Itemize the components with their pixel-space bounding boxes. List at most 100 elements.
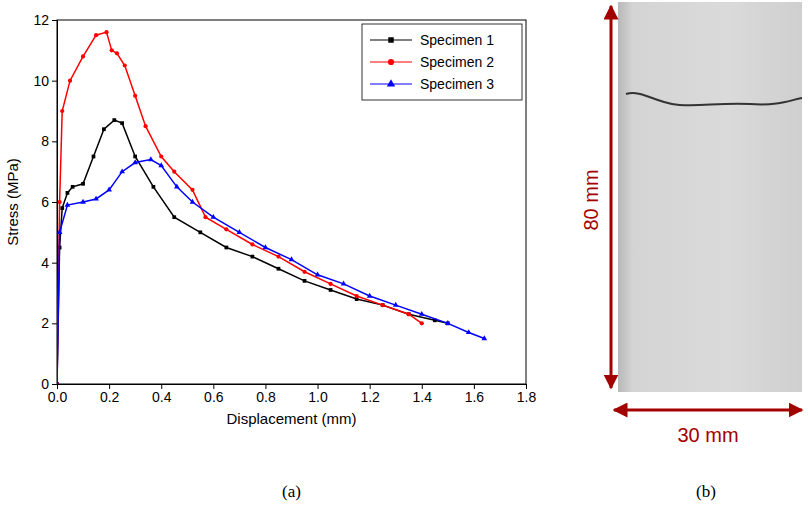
series-marker — [93, 196, 99, 201]
plot-frame — [57, 20, 526, 384]
series-marker — [250, 242, 254, 246]
y-tick-label: 0 — [41, 376, 49, 392]
x-tick: 1.4 — [413, 384, 433, 405]
series-marker — [106, 187, 112, 192]
legend-marker — [388, 59, 394, 65]
y-axis-line — [52, 21, 58, 385]
series-marker — [148, 156, 154, 161]
series-marker — [60, 206, 64, 210]
legend-marker — [387, 79, 395, 86]
series-marker — [123, 63, 127, 67]
series-marker — [251, 255, 255, 259]
y-axis: 0 2 4 6 8 10 12 — [33, 12, 57, 392]
series-marker — [132, 159, 138, 164]
series-marker — [159, 154, 163, 158]
series-marker — [419, 311, 425, 316]
series-marker — [81, 54, 85, 58]
y-axis-title: Stress (MPa) — [4, 158, 21, 246]
x-tick-label: 1.6 — [465, 389, 485, 405]
x-tick-label: 0.8 — [256, 389, 276, 405]
series-marker — [302, 270, 306, 274]
series-marker — [210, 214, 216, 219]
series-marker — [203, 215, 207, 219]
series-marker — [466, 329, 472, 334]
series-marker — [158, 162, 164, 167]
series-marker — [367, 293, 373, 298]
series-marker — [190, 199, 196, 204]
y-tick: 12 — [33, 12, 57, 28]
specimen-crack — [626, 93, 802, 105]
panel-label: (a) — [282, 482, 301, 501]
series-marker — [66, 191, 70, 195]
series-marker — [237, 229, 243, 234]
series-marker — [133, 94, 137, 98]
series-marker — [112, 118, 116, 122]
y-tick-mark — [52, 202, 57, 203]
y-tick: 0 — [41, 376, 57, 392]
series-marker — [303, 279, 307, 283]
series-marker — [355, 294, 359, 298]
y-tick-mark — [52, 263, 57, 264]
specimen-photo — [618, 2, 802, 392]
x-tick: 1.6 — [465, 384, 485, 405]
x-tick-label: 0.2 — [100, 389, 120, 405]
y-tick: 6 — [41, 194, 57, 210]
y-tick-mark — [52, 20, 57, 21]
series-marker — [60, 109, 64, 113]
series-marker — [381, 303, 385, 307]
x-tick: 0.4 — [152, 384, 172, 405]
series-marker — [341, 281, 347, 286]
legend-box — [362, 24, 522, 100]
x-tick-label: 1.2 — [360, 389, 380, 405]
series-marker — [65, 202, 71, 207]
y-tick-mark — [52, 141, 57, 142]
x-tick: 1.0 — [308, 384, 328, 405]
series-marker — [104, 30, 108, 34]
height-label: 80 mm — [580, 169, 602, 230]
y-tick: 2 — [41, 315, 57, 331]
width-arrow — [614, 409, 802, 412]
series-marker — [224, 227, 228, 231]
x-tick: 0.6 — [204, 384, 224, 405]
series-marker — [120, 121, 124, 125]
series-marker — [119, 168, 125, 173]
panel-label: (b) — [696, 482, 716, 501]
series-marker — [277, 267, 281, 271]
legend-label: Specimen 2 — [420, 54, 494, 70]
series-marker — [172, 170, 176, 174]
legend-label: Specimen 1 — [420, 32, 494, 48]
series-marker — [328, 282, 332, 286]
series-marker — [190, 188, 194, 192]
series-marker — [198, 230, 202, 234]
series-marker — [329, 288, 333, 292]
series-marker — [152, 185, 156, 189]
y-tick: 8 — [41, 133, 57, 149]
series-marker — [81, 182, 85, 186]
x-tick-label: 0.0 — [48, 389, 68, 405]
series-marker — [57, 200, 61, 204]
series-marker — [110, 48, 114, 52]
y-tick-label: 2 — [41, 315, 49, 331]
series-marker — [381, 303, 385, 307]
series-marker — [57, 229, 62, 234]
y-tick-mark — [52, 81, 57, 82]
y-tick-label: 12 — [33, 12, 49, 28]
y-tick-label: 10 — [33, 73, 49, 89]
y-tick-mark — [52, 323, 57, 324]
y-tick-label: 4 — [41, 255, 49, 271]
y-tick: 4 — [41, 255, 57, 271]
series-marker — [143, 124, 147, 128]
legend-marker — [388, 37, 393, 42]
series-marker — [94, 33, 98, 37]
series-line — [57, 120, 448, 384]
x-axis-title: Displacement (mm) — [226, 410, 356, 427]
series-marker — [57, 381, 60, 384]
x-tick: 1.8 — [517, 384, 537, 405]
series-marker — [133, 155, 137, 159]
legend-label: Specimen 3 — [420, 76, 494, 92]
y-tick: 10 — [33, 73, 57, 89]
x-tick-label: 0.6 — [204, 389, 224, 405]
height-arrow — [610, 6, 613, 388]
series-marker — [80, 199, 86, 204]
series-marker — [289, 256, 295, 261]
